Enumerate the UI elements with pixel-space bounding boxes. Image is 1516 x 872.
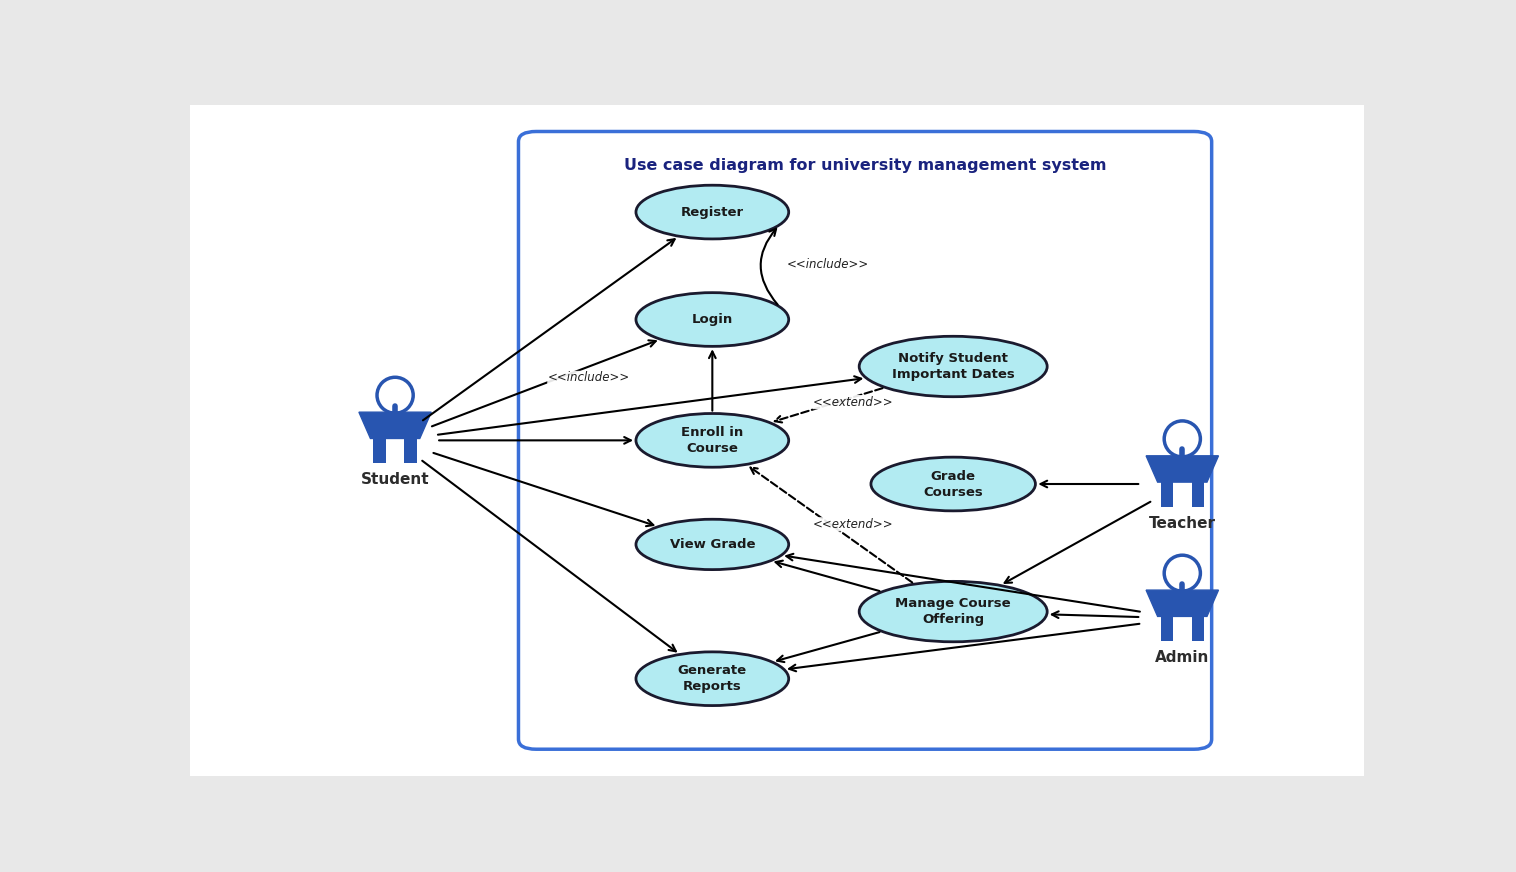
Ellipse shape — [637, 652, 788, 705]
Polygon shape — [1161, 482, 1173, 507]
Ellipse shape — [1164, 421, 1201, 457]
Text: <<extend>>: <<extend>> — [813, 518, 893, 531]
Text: Teacher: Teacher — [1149, 516, 1216, 531]
Polygon shape — [1146, 456, 1219, 482]
Ellipse shape — [637, 413, 788, 467]
Text: Enroll in
Course: Enroll in Course — [681, 426, 743, 455]
Polygon shape — [405, 439, 417, 463]
FancyBboxPatch shape — [177, 98, 1377, 783]
Ellipse shape — [377, 378, 414, 413]
Text: Login: Login — [691, 313, 732, 326]
Ellipse shape — [870, 457, 1035, 511]
FancyArrowPatch shape — [761, 228, 778, 304]
Ellipse shape — [637, 293, 788, 346]
Text: View Grade: View Grade — [670, 538, 755, 551]
Text: Register: Register — [681, 206, 744, 219]
Text: Use case diagram for university management system: Use case diagram for university manageme… — [623, 158, 1107, 173]
Text: <<include>>: <<include>> — [547, 371, 631, 385]
Text: <<include>>: <<include>> — [787, 258, 869, 271]
Ellipse shape — [637, 519, 788, 569]
Text: <<extend>>: <<extend>> — [813, 396, 893, 409]
FancyBboxPatch shape — [518, 132, 1211, 749]
Text: Grade
Courses: Grade Courses — [923, 469, 982, 499]
Polygon shape — [373, 439, 387, 463]
Ellipse shape — [860, 582, 1048, 642]
Ellipse shape — [860, 337, 1048, 397]
Text: Manage Course
Offering: Manage Course Offering — [896, 597, 1011, 626]
Text: Student: Student — [361, 473, 429, 487]
Ellipse shape — [1164, 555, 1201, 591]
Polygon shape — [1192, 482, 1204, 507]
Polygon shape — [1192, 617, 1204, 641]
Polygon shape — [1161, 617, 1173, 641]
Polygon shape — [1146, 590, 1219, 617]
Text: Generate
Reports: Generate Reports — [678, 664, 747, 693]
Text: Notify Student
Important Dates: Notify Student Important Dates — [891, 352, 1014, 381]
Text: Admin: Admin — [1155, 651, 1210, 665]
Ellipse shape — [637, 185, 788, 239]
Polygon shape — [359, 412, 431, 439]
